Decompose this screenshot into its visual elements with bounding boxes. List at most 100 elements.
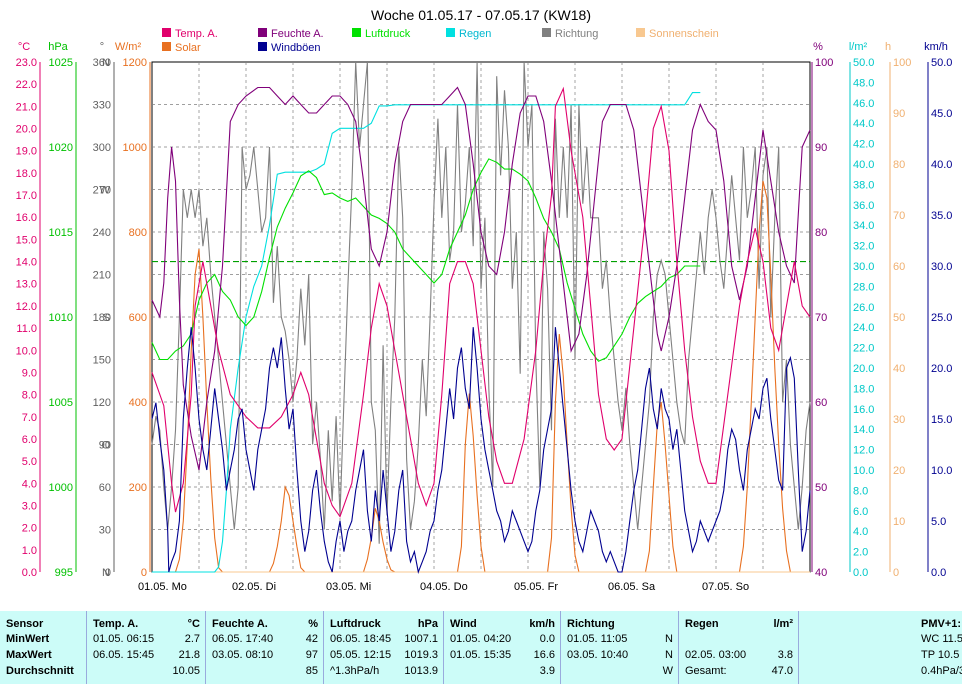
legend-swatch [352, 28, 361, 37]
tick-label: 2.0 [22, 523, 37, 535]
sunshine-axis-unit: h [885, 41, 891, 53]
tick-label: 20.0 [931, 363, 952, 375]
x-tick-label: 02.05. Di [232, 581, 276, 593]
tick-label: 34.0 [853, 220, 874, 232]
x-axis: 01.05. Mo 02.05. Di 03.05. Mi 04.05. Do 05.0… [138, 581, 749, 593]
stats-value: 1013.9 [404, 665, 438, 677]
legend-swatch [446, 28, 455, 37]
tick-label: 150 [93, 355, 111, 367]
tick-label: 50.0 [931, 57, 952, 69]
tick-label: 100 [815, 57, 833, 69]
tick-label: 16.0 [853, 404, 874, 416]
tick-label: 14.0 [16, 257, 37, 269]
stats-label: Gesamt: [685, 665, 727, 677]
pmv-title: PMV+1: [921, 618, 962, 630]
tick-label: 1000 [123, 142, 147, 154]
tick-label: 1010 [49, 312, 73, 324]
tick-label: 360 [93, 57, 111, 69]
stats-value: 1007.1 [404, 633, 438, 645]
tick-label: 90 [893, 108, 905, 120]
stats-header: Luftdruck [330, 618, 381, 630]
stats-column: Sensor MinWert MaxWert Durchschnitt [0, 611, 86, 684]
tick-label: 25.0 [931, 312, 952, 324]
tick-label: 5.0 [22, 456, 37, 468]
stats-value: 21.8 [178, 649, 200, 661]
stats-label: MaxWert [6, 649, 52, 661]
tick-label: 40 [815, 567, 827, 579]
tick-label: 995 [55, 567, 73, 579]
tick-label: 23.0 [16, 57, 37, 69]
solar-axis-unit: W/m² [115, 41, 142, 53]
tick-label: 1015 [49, 227, 73, 239]
tick-label: 14.0 [853, 424, 874, 436]
tick-label: 8.0 [22, 390, 37, 402]
legend-swatch [162, 42, 171, 51]
direction-axis-unit: ° [100, 41, 104, 53]
stats-value: 10.05 [172, 665, 200, 677]
stats-value: 3.9 [539, 665, 555, 677]
tick-label: 180 [93, 312, 111, 324]
tick-label: 20.0 [853, 363, 874, 375]
legend-label: Sonnenschein [649, 28, 719, 40]
tick-label: 600 [129, 312, 147, 324]
wind-axis-unit: km/h [924, 41, 948, 53]
stats-value: 1019.3 [404, 649, 438, 661]
tick-label: 60 [893, 261, 905, 273]
stats-value: 85 [305, 665, 318, 677]
pmv-value: 0.4hPa/3 [921, 665, 962, 677]
tick-label: 50 [815, 482, 827, 494]
tick-label: 46.0 [853, 98, 874, 110]
tick-label: 40 [893, 363, 905, 375]
tick-label: 7.0 [22, 412, 37, 424]
tick-label: 1005 [49, 397, 73, 409]
series-richtung [151, 61, 811, 544]
tick-label: 22.0 [16, 79, 37, 91]
tick-label: 38.0 [853, 179, 874, 191]
stats-value: 47.0 [771, 665, 793, 677]
legend-swatch [542, 28, 551, 37]
stats-column: Regen l/m² 02.05. 03:00 3.8 Gesamt: 47.0 [678, 611, 799, 684]
tick-label: 20.0 [16, 124, 37, 136]
tick-label: 40.0 [931, 159, 952, 171]
tick-label: 10.0 [16, 345, 37, 357]
stats-value: 42 [305, 633, 318, 645]
tick-label: 42.0 [853, 139, 874, 151]
x-tick-label: 04.05. Do [420, 581, 468, 593]
direction-axis: 0 30 60 90 120 150 180 210 240 270 300 330 360 ° [93, 41, 115, 579]
pressure-axis-unit: hPa [48, 41, 68, 53]
tick-label: 80 [893, 159, 905, 171]
compass-label: W [100, 185, 111, 197]
pmv-value: WC 11.5 [921, 633, 962, 645]
tick-label: 18.0 [853, 383, 874, 395]
stats-value: 97 [305, 649, 318, 661]
stats-header: Temp. A. [93, 618, 139, 630]
solar-axis: 0 200 400 600 800 1000 1200 W/m² [115, 41, 151, 579]
series-regen [152, 92, 701, 573]
x-tick-label: 07.05. So [702, 581, 749, 593]
series-feuchte-a [151, 86, 811, 471]
weather-chart: Woche 01.05.17 - 07.05.17 (KW18) Temp. A.… [16, 7, 953, 593]
stats-label: 03.05. 08:10 [212, 649, 274, 661]
tick-label: 1020 [49, 142, 73, 154]
tick-label: 1000 [49, 482, 73, 494]
tick-label: 48.0 [853, 77, 874, 89]
compass-label: N [102, 57, 110, 69]
tick-label: 21.0 [16, 101, 37, 113]
tick-label: 6.0 [22, 434, 37, 446]
stats-label: 06.05. 17:40 [212, 633, 274, 645]
tick-label: 15.0 [16, 234, 37, 246]
stats-header: Feuchte A. [212, 618, 268, 630]
wind-axis: 0.0 5.0 10.0 15.0 20.0 25.0 30.0 35.0 40.0 45.0 50… [924, 41, 952, 579]
legend-label: Windböen [271, 42, 321, 54]
stats-label: 01.05. 06:15 [93, 633, 155, 645]
stats-unit: l/m² [773, 618, 793, 630]
tick-label: 0 [893, 567, 899, 579]
legend-label: Regen [459, 28, 491, 40]
stats-value: 16.6 [533, 649, 555, 661]
tick-label: 1.0 [22, 545, 37, 557]
compass-label: N [102, 567, 110, 579]
tick-label: 270 [93, 185, 111, 197]
tick-label: 70 [815, 312, 827, 324]
tick-label: 60 [99, 482, 111, 494]
tick-label: 30.0 [853, 261, 874, 273]
